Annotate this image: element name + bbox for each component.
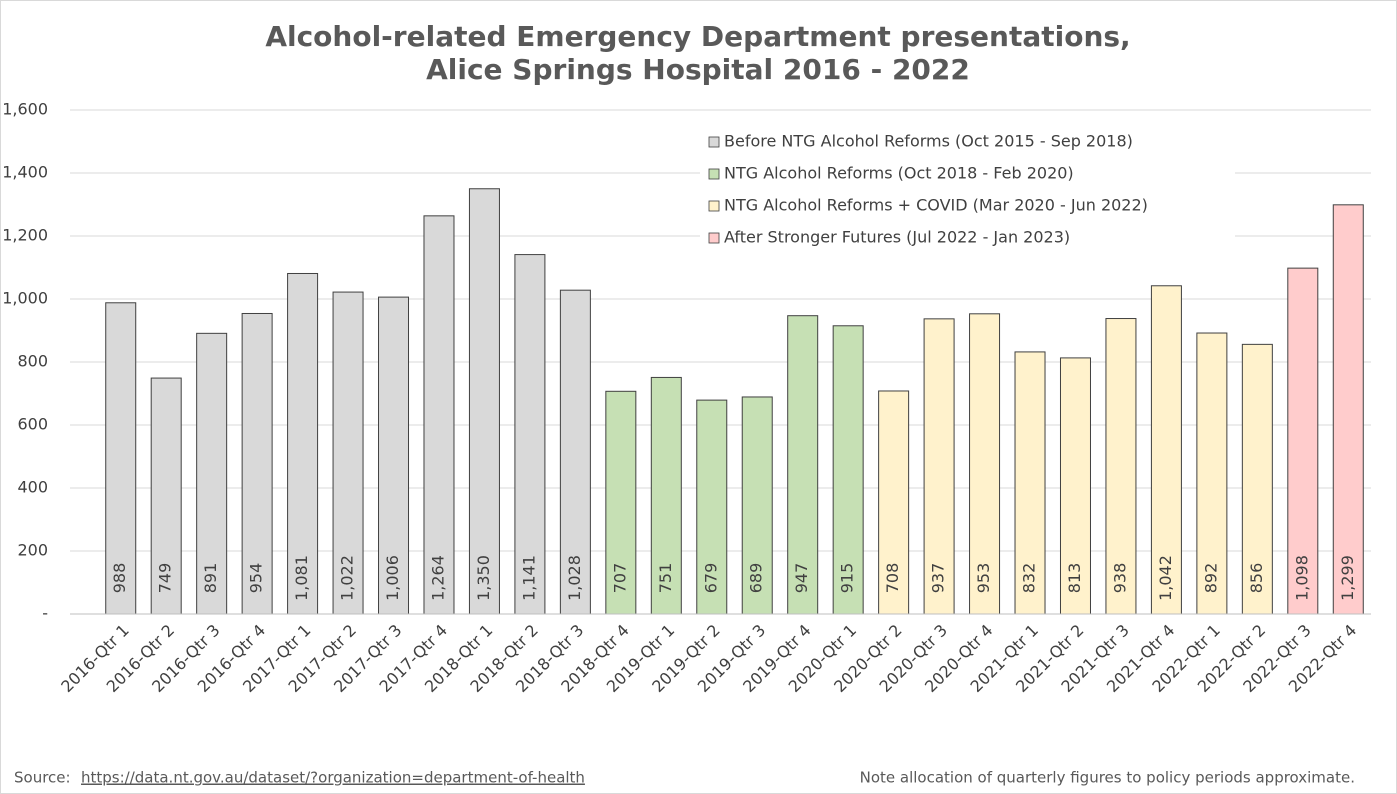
value-label: 891 [201, 563, 220, 594]
y-tick-label: 1,000 [2, 289, 48, 308]
legend-label: After Stronger Futures (Jul 2022 - Jan 2… [724, 228, 1070, 247]
bar [923, 318, 955, 615]
value-label: 1,299 [1338, 555, 1357, 601]
bar [287, 272, 319, 615]
y-tick-label: - [42, 604, 48, 623]
bar [1332, 204, 1364, 615]
value-label: 1,350 [474, 555, 493, 601]
bar [378, 296, 410, 615]
value-label: 679 [701, 563, 720, 594]
value-label: 1,006 [383, 555, 402, 601]
value-label: 1,081 [292, 555, 311, 601]
y-tick-label: 1,600 [2, 100, 48, 119]
bar [696, 399, 728, 615]
value-label: 915 [838, 563, 857, 594]
legend-box [700, 126, 1235, 254]
bar [1150, 285, 1182, 615]
bar [423, 215, 455, 615]
value-label: 988 [110, 563, 129, 594]
y-tick-label: 600 [17, 415, 48, 434]
value-label: 749 [156, 563, 175, 594]
bar [105, 302, 137, 615]
legend-swatch [708, 136, 720, 148]
value-label: 947 [792, 563, 811, 594]
bar [559, 289, 591, 615]
bar [1196, 332, 1228, 615]
bar [468, 188, 500, 615]
legend-label: NTG Alcohol Reforms + COVID (Mar 2020 - … [724, 196, 1148, 215]
legend-swatch [708, 232, 720, 244]
value-label: 1,022 [338, 555, 357, 601]
value-label: 707 [610, 563, 629, 594]
value-label: 1,042 [1156, 555, 1175, 601]
value-label: 1,098 [1292, 555, 1311, 601]
value-label: 813 [1065, 563, 1084, 594]
value-label: 953 [974, 563, 993, 594]
value-label: 708 [883, 563, 902, 594]
bar [332, 291, 364, 615]
value-label: 937 [929, 563, 948, 594]
bar [1059, 357, 1091, 615]
legend-swatch [708, 168, 720, 180]
y-tick-label: 1,400 [2, 163, 48, 182]
value-label: 689 [747, 563, 766, 594]
bar [741, 396, 773, 615]
value-label: 1,028 [565, 555, 584, 601]
value-label: 751 [656, 563, 675, 594]
chart-title: Alice Springs Hospital 2016 - 2022 [426, 53, 970, 86]
bar [150, 377, 182, 615]
legend-swatch [708, 200, 720, 212]
bar [878, 390, 910, 615]
y-tick-label: 200 [17, 541, 48, 560]
value-label: 856 [1247, 563, 1266, 594]
y-tick-label: 800 [17, 352, 48, 371]
legend-label: Before NTG Alcohol Reforms (Oct 2015 - S… [724, 132, 1133, 151]
value-label: 954 [247, 563, 266, 594]
bar [787, 315, 819, 615]
source-label: Source: [14, 769, 71, 787]
y-tick-label: 400 [17, 478, 48, 497]
chart-title: Alcohol-related Emergency Department pre… [265, 20, 1130, 53]
bar [969, 313, 1001, 615]
bar [514, 254, 546, 615]
value-label: 892 [1201, 563, 1220, 594]
value-label: 1,264 [428, 555, 447, 601]
y-tick-label: 1,200 [2, 226, 48, 245]
bar [650, 376, 682, 615]
bar [1105, 318, 1137, 615]
bar [605, 390, 637, 615]
value-label: 832 [1020, 563, 1039, 594]
legend-label: NTG Alcohol Reforms (Oct 2018 - Feb 2020… [724, 164, 1074, 183]
bar [196, 332, 228, 615]
value-label: 1,141 [519, 555, 538, 601]
note: Note allocation of quarterly figures to … [860, 769, 1355, 787]
bar [241, 312, 273, 615]
source-link[interactable]: https://data.nt.gov.au/dataset/?organiza… [81, 769, 585, 787]
value-label: 938 [1110, 563, 1129, 594]
